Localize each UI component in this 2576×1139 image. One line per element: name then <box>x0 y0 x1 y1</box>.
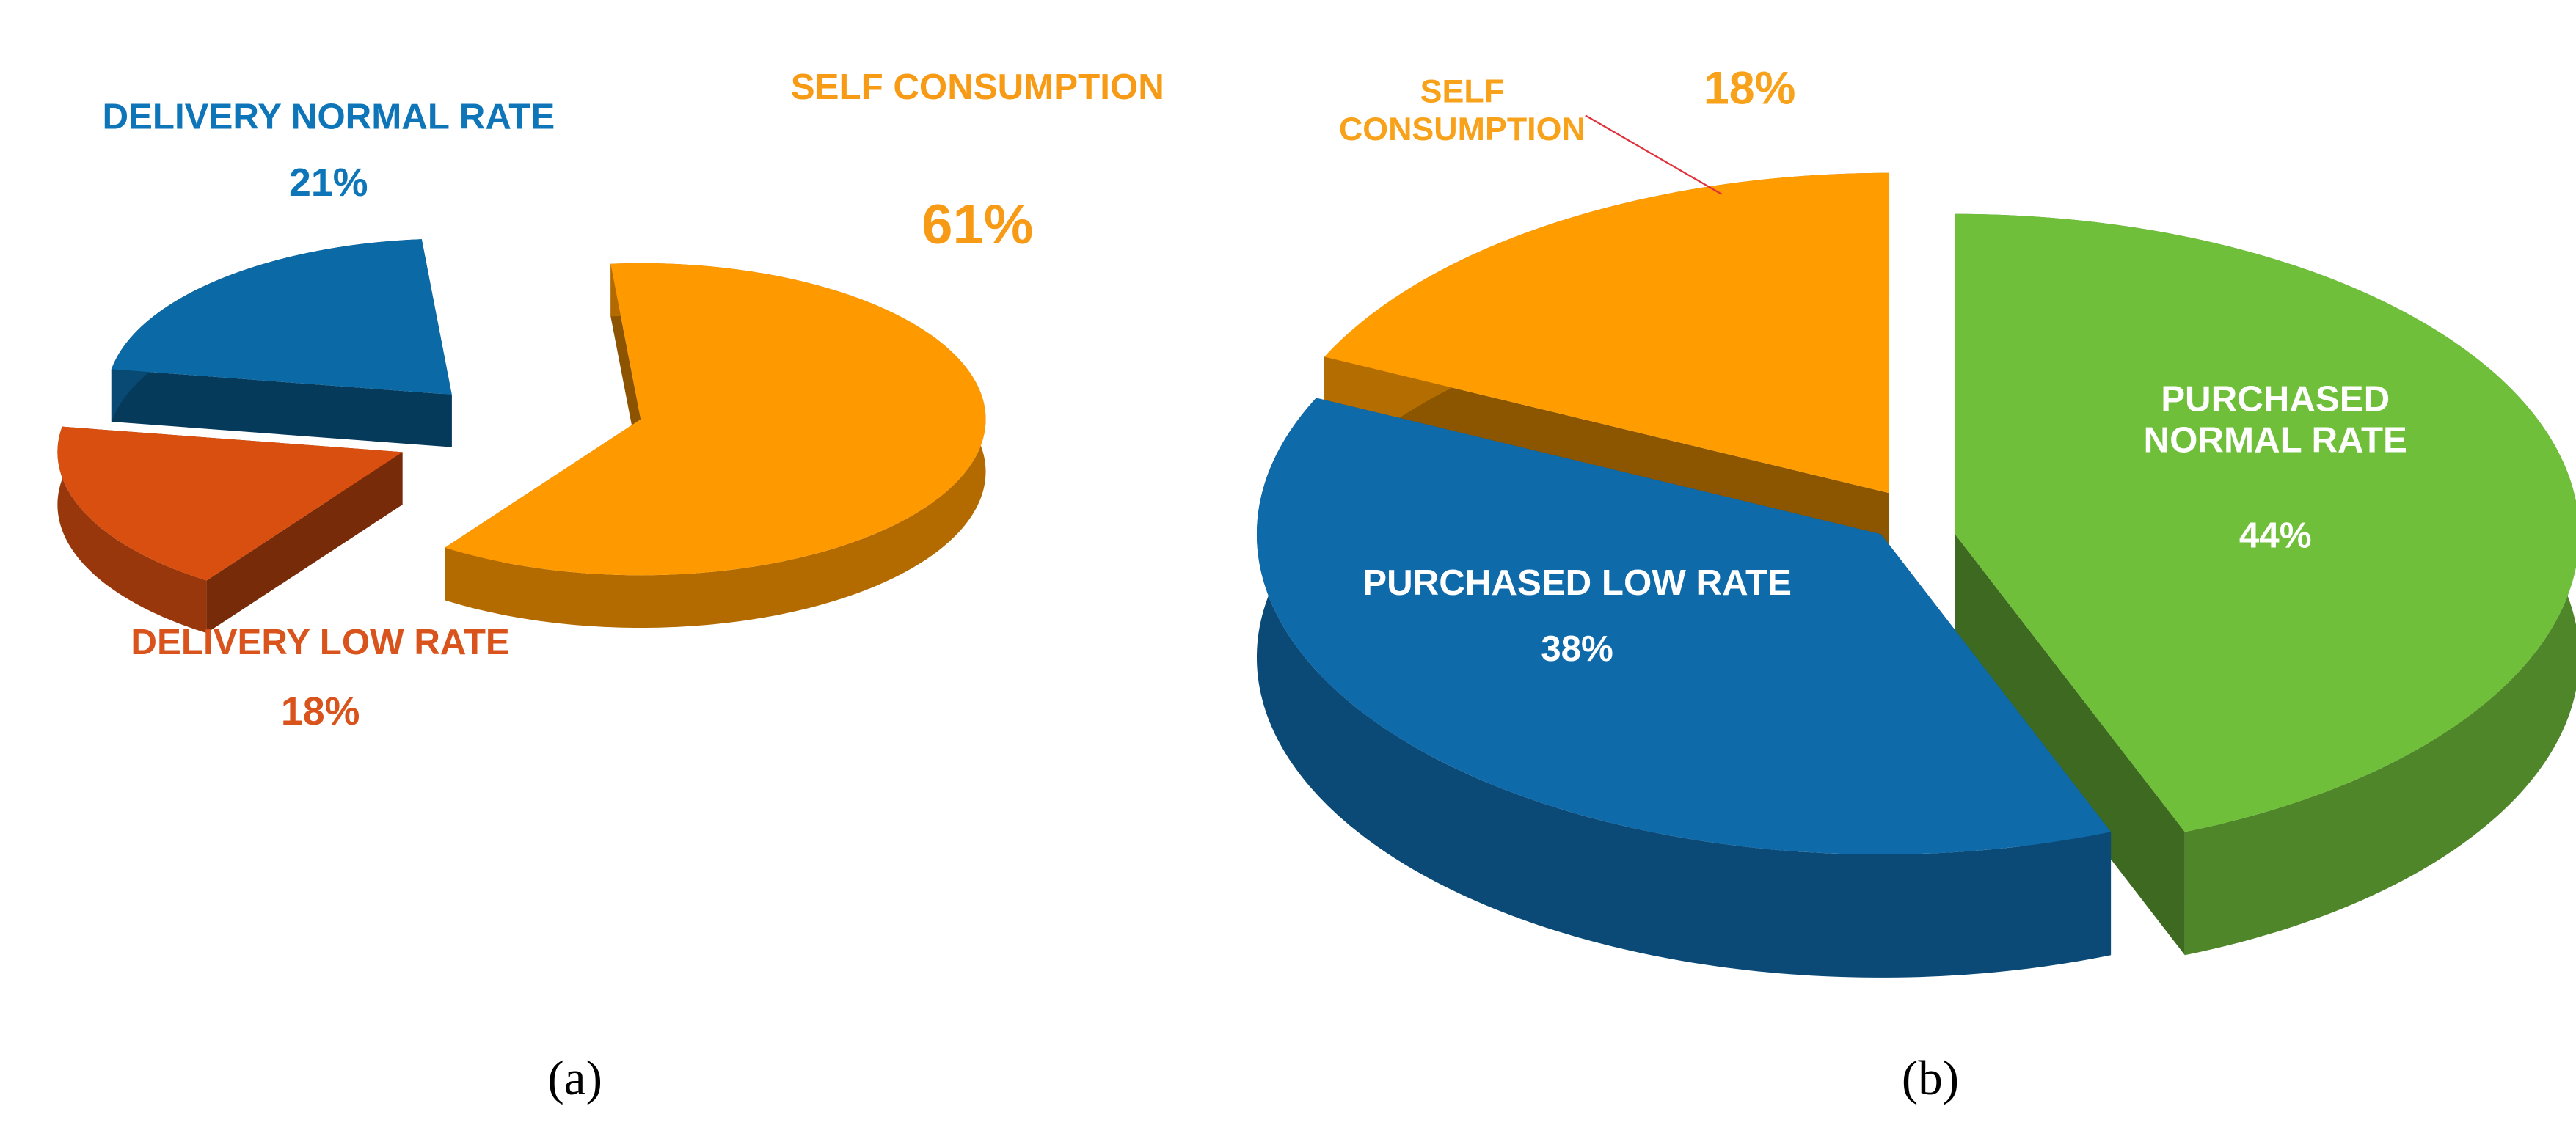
panel-label: (a) <box>547 1051 602 1106</box>
value-label-box: 18% <box>1703 62 1796 114</box>
value-label: 18% <box>280 690 360 735</box>
slice-wall <box>445 263 986 628</box>
slice <box>445 263 986 628</box>
category-label-box: SELF CONSUMPTION <box>790 66 1164 108</box>
value-label-box: 18% <box>280 690 360 735</box>
panel-label-box: (a) <box>547 1051 602 1106</box>
value-label: 38% <box>1541 627 1613 669</box>
slice <box>1955 213 2576 956</box>
slice-top <box>111 239 452 395</box>
slice-wall <box>1256 398 2112 978</box>
value-label-box: 21% <box>289 161 368 206</box>
category-label-box: DELIVERY LOW RATE <box>131 621 510 663</box>
value-label-box: 44% <box>2239 514 2312 556</box>
category-label-box: DELIVERY NORMAL RATE <box>102 95 555 137</box>
slice <box>57 426 403 634</box>
category-label: SELF CONSUMPTION <box>790 66 1164 108</box>
category-label-box: SELF CONSUMPTION <box>1338 74 1586 149</box>
value-label-box: 61% <box>922 194 1034 257</box>
slice-top <box>1256 398 2112 854</box>
category-label-box: PURCHASED LOW RATE <box>1362 562 1792 604</box>
slice <box>111 239 452 447</box>
category-label: SELF CONSUMPTION <box>1338 74 1586 149</box>
value-label: 61% <box>922 194 1034 257</box>
value-label-box: 38% <box>1541 627 1613 669</box>
slice <box>1256 398 2112 978</box>
category-label: PURCHASED LOW RATE <box>1362 562 1792 604</box>
category-label: DELIVERY LOW RATE <box>131 621 510 663</box>
category-label: PURCHASED NORMAL RATE <box>2143 378 2407 461</box>
slice-top <box>445 263 986 576</box>
value-label: 21% <box>289 161 368 206</box>
slice-wall <box>57 426 207 634</box>
slice-top <box>1955 213 2576 832</box>
slice-top <box>57 426 403 581</box>
category-label: DELIVERY NORMAL RATE <box>102 95 555 137</box>
slice-side <box>1955 534 2185 956</box>
slice-top <box>1324 172 1890 494</box>
leader-line <box>1585 114 1723 195</box>
panel-label-box: (b) <box>1901 1051 1960 1106</box>
panel-label: (b) <box>1901 1051 1960 1106</box>
slice-side <box>111 369 452 447</box>
value-label: 18% <box>1703 62 1796 114</box>
category-label-box: PURCHASED NORMAL RATE <box>2143 378 2407 461</box>
value-label: 44% <box>2239 514 2312 556</box>
